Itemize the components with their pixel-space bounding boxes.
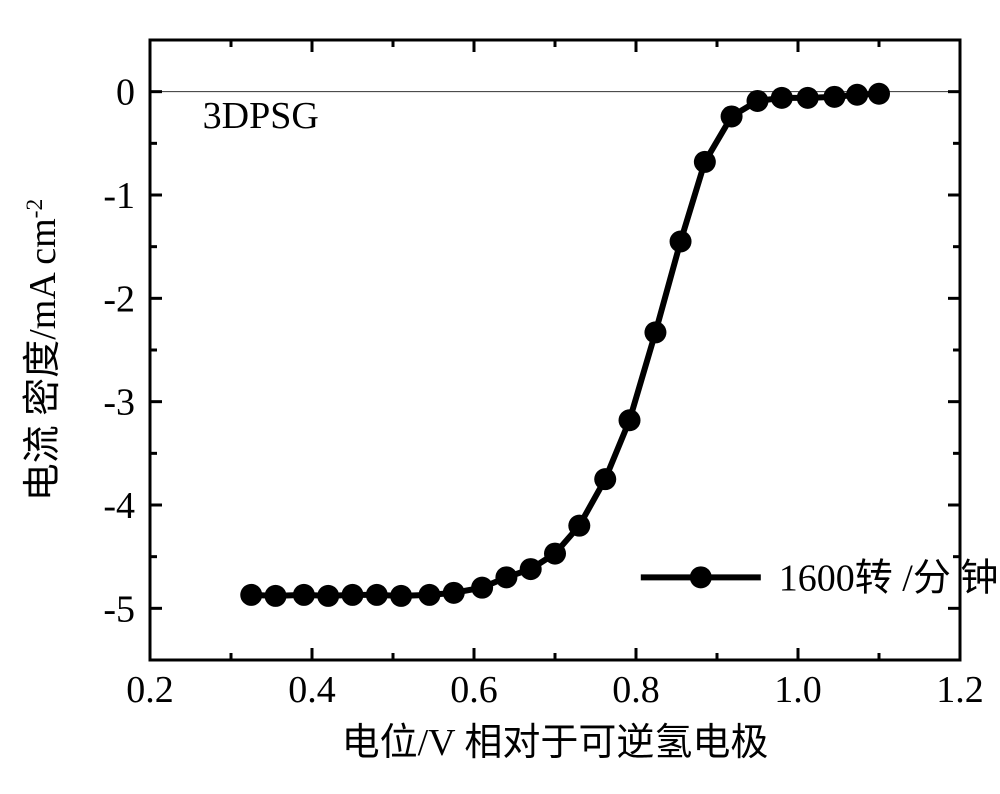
series-marker xyxy=(443,582,465,604)
series-marker xyxy=(846,84,868,106)
legend-marker xyxy=(690,566,712,588)
x-tick-label: 1.0 xyxy=(774,669,822,711)
series-marker xyxy=(644,321,666,343)
x-tick-label: 1.2 xyxy=(936,669,984,711)
y-tick-label: -3 xyxy=(103,382,135,424)
y-tick-label: -4 xyxy=(103,485,135,527)
series-marker xyxy=(317,585,339,607)
legend-label: 1600转 /分 钟 xyxy=(779,557,999,599)
series-marker xyxy=(293,584,315,606)
y-tick-label: -5 xyxy=(103,588,135,630)
series-marker xyxy=(619,409,641,431)
series-marker xyxy=(366,584,388,606)
series-marker xyxy=(471,577,493,599)
y-tick-label: 0 xyxy=(116,72,135,114)
annotation-label: 3DPSG xyxy=(203,95,319,137)
y-tick-label: -2 xyxy=(103,278,135,320)
series-marker xyxy=(544,543,566,565)
chart-container: 0.2 0.4 0.6 0.8 1.0 1.2 -5 -4 -3 -2 -1 0 3DPSG 1600转 … xyxy=(0,0,1000,794)
series-marker xyxy=(797,87,819,109)
svg-text:电流 密度/mA cm-2: 电流 密度/mA cm-2 xyxy=(22,199,64,502)
series-marker xyxy=(418,584,440,606)
y-tick-label: -1 xyxy=(103,175,135,217)
y-axis-label: 电流 密度/mA cm-2 xyxy=(22,199,64,502)
series-marker xyxy=(868,83,890,105)
x-tick-label: 0.6 xyxy=(450,669,498,711)
chart-svg: 0.2 0.4 0.6 0.8 1.0 1.2 -5 -4 -3 -2 -1 0 3DPSG 1600转 … xyxy=(0,0,1000,794)
series-marker xyxy=(747,90,769,112)
series-marker xyxy=(670,231,692,253)
x-tick-label: 0.8 xyxy=(612,669,660,711)
x-tick-label: 0.4 xyxy=(288,669,336,711)
series-marker xyxy=(694,151,716,173)
series-marker xyxy=(520,558,542,580)
series-marker xyxy=(265,585,287,607)
x-axis-label: 电位/V 相对于可逆氢电极 xyxy=(342,722,769,764)
series-marker xyxy=(342,584,364,606)
series-marker xyxy=(594,468,616,490)
series-marker xyxy=(240,584,262,606)
series-marker xyxy=(568,515,590,537)
series-marker xyxy=(495,566,517,588)
series-marker xyxy=(721,105,743,127)
x-tick-label: 0.2 xyxy=(126,669,174,711)
series-marker xyxy=(390,585,412,607)
series-marker xyxy=(771,87,793,109)
series-marker xyxy=(823,86,845,108)
